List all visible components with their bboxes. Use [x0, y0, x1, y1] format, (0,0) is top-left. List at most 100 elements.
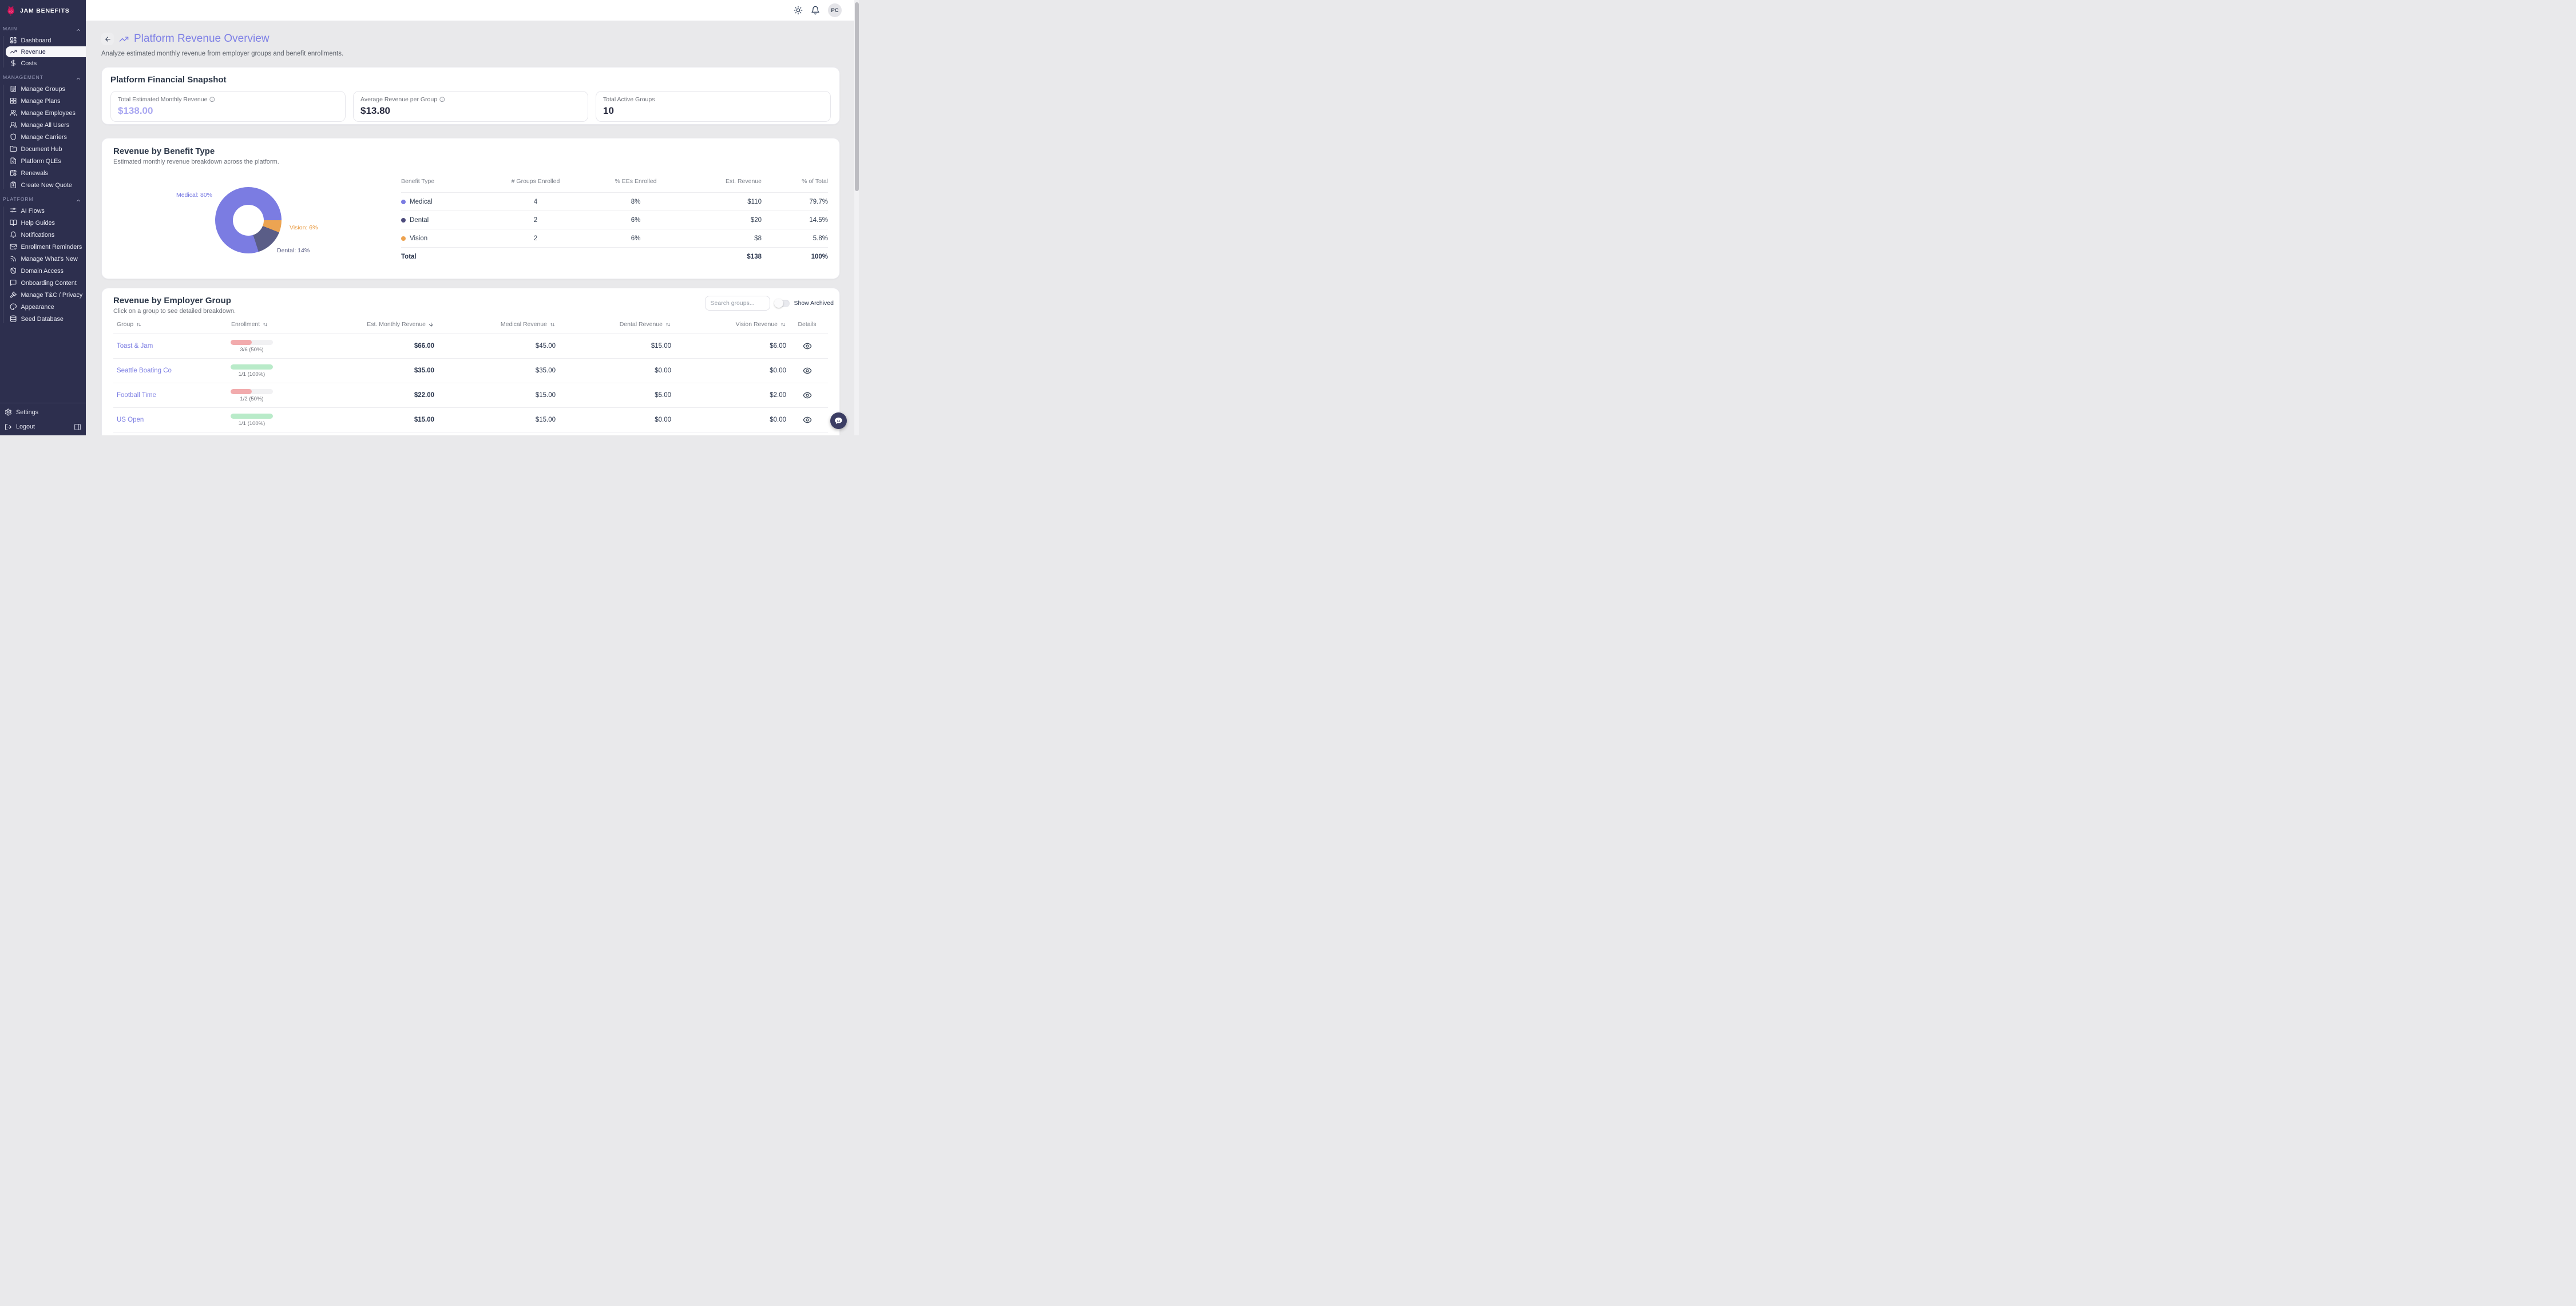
donut-label-dental: Dental: 14%	[277, 247, 310, 254]
sort-both-icon[interactable]	[136, 321, 142, 328]
sidebar-item-domain-access[interactable]: Domain Access	[0, 265, 86, 277]
sidebar-section-header[interactable]: MAIN	[0, 25, 86, 33]
sidebar-item-manage-groups[interactable]: Manage Groups	[0, 83, 86, 95]
building-icon	[10, 85, 17, 93]
rss-icon	[10, 255, 17, 263]
sidebar-item-help-guides[interactable]: Help Guides	[0, 217, 86, 229]
group-header-4[interactable]: Medical Revenue	[434, 321, 556, 328]
snapshot-title: Platform Financial Snapshot	[110, 75, 227, 85]
sidebar-item-manage-employees[interactable]: Manage Employees	[0, 107, 86, 119]
est-monthly-revenue-cell: $35.00	[414, 367, 434, 374]
est-revenue-cell: $110	[747, 198, 762, 205]
enrollment-text: 1/2 (50%)	[240, 395, 264, 402]
donut-label-medical: Medical: 80%	[176, 192, 212, 199]
sidebar-item-settings[interactable]: Settings	[0, 406, 86, 418]
avatar[interactable]: PC	[828, 3, 842, 17]
revenue-by-group-card: Revenue by Employer Group Click on a gro…	[101, 288, 840, 435]
show-archived-label: Show Archived	[794, 300, 834, 307]
sidebar-section-label: PLATFORM	[3, 196, 34, 202]
sidebar-item-manage-plans[interactable]: Manage Plans	[0, 95, 86, 107]
sidebar-item-onboarding-content[interactable]: Onboarding Content	[0, 277, 86, 289]
group-name-link[interactable]: Seattle Boating Co	[117, 367, 172, 374]
sidebar-item-manage-t-c-privacy[interactable]: Manage T&C / Privacy	[0, 289, 86, 301]
sidebar-item-seed-database[interactable]: Seed Database	[0, 313, 86, 325]
sidebar-item-manage-carriers[interactable]: Manage Carriers	[0, 131, 86, 143]
group-header-1[interactable]: Group	[113, 321, 225, 328]
sidebar-item-label: Manage Carriers	[21, 133, 67, 141]
groups-enrolled-cell: 2	[533, 216, 538, 224]
benefit-type-name: Medical	[410, 198, 433, 205]
group-header-6[interactable]: Vision Revenue	[671, 321, 786, 328]
eye-icon[interactable]	[803, 391, 812, 400]
stat-card-2: Total Active Groups 10	[596, 91, 831, 122]
book-open-icon	[10, 219, 17, 227]
sidebar-item-renewals[interactable]: Renewals	[0, 167, 86, 179]
info-icon[interactable]	[209, 97, 215, 102]
groups-enrolled-cell: 4	[533, 198, 538, 205]
benefit-header-3: % EEs Enrolled	[615, 178, 657, 185]
group-controls: Show Archived	[704, 296, 834, 311]
enrollment-bar-track	[231, 388, 273, 394]
stat-label: Total Estimated Monthly Revenue	[118, 96, 338, 103]
group-name-link[interactable]: US Open	[117, 416, 144, 423]
sort-both-icon[interactable]	[780, 321, 786, 328]
sidebar-item-create-new-quote[interactable]: Create New Quote	[0, 179, 86, 191]
notifications-bell-icon[interactable]	[811, 6, 820, 15]
sidebar-item-revenue[interactable]: Revenue	[6, 46, 86, 57]
group-header-label: Details	[798, 321, 817, 328]
sidebar-item-costs[interactable]: Costs	[0, 57, 86, 69]
collapse-sidebar-icon[interactable]	[74, 423, 81, 431]
trending-up-icon	[10, 48, 17, 55]
group-row-us-open[interactable]: US Open 1/1 (100%) $15.00 $15.00 $0.00 $0.00	[113, 408, 828, 432]
scrollbar-thumb[interactable]	[854, 2, 859, 191]
legend-dot	[401, 236, 406, 241]
back-button[interactable]	[101, 33, 114, 45]
users-round-icon	[10, 121, 17, 129]
eye-icon[interactable]	[803, 342, 812, 351]
details-cell	[786, 366, 828, 375]
group-row-football-time[interactable]: Football Time 1/2 (50%) $22.00 $15.00 $5.00 $…	[113, 383, 828, 408]
search-input[interactable]	[704, 296, 770, 311]
sidebar-item-label: Manage Plans	[21, 97, 61, 105]
theme-toggle-sun-icon[interactable]	[794, 6, 803, 15]
chat-fab-button[interactable]	[830, 412, 847, 429]
sort-both-icon[interactable]	[262, 321, 268, 328]
sidebar-item-dashboard[interactable]: Dashboard	[0, 34, 86, 46]
sidebar-item-manage-what-s-new[interactable]: Manage What's New	[0, 253, 86, 265]
sidebar-item-label: Manage All Users	[21, 121, 70, 129]
sidebar-section: MAIN Dashboard Revenue Costs	[0, 25, 86, 69]
sidebar-item-document-hub[interactable]: Document Hub	[0, 143, 86, 155]
sidebar-item-enrollment-reminders[interactable]: Enrollment Reminders	[0, 241, 86, 253]
info-icon[interactable]	[439, 97, 445, 102]
sidebar-item-notifications[interactable]: Notifications	[0, 229, 86, 241]
group-header-label: Group	[117, 321, 134, 328]
sidebar-section-header[interactable]: PLATFORM	[0, 195, 86, 203]
sidebar-item-platform-qles[interactable]: Platform QLEs	[0, 155, 86, 167]
group-name-link[interactable]: Toast & Jam	[117, 343, 153, 350]
group-name-link[interactable]: Football Time	[117, 392, 157, 399]
total-cell-4: $138	[747, 253, 762, 260]
show-archived-toggle[interactable]	[774, 299, 790, 308]
sort-both-icon[interactable]	[549, 321, 556, 328]
logout-button[interactable]: Logout	[5, 423, 35, 431]
group-row-seattle-boating-co[interactable]: Seattle Boating Co 1/1 (100%) $35.00 $35.00…	[113, 359, 828, 383]
sidebar-nav: MAIN Dashboard Revenue Costs MANAGEMENT Manag…	[0, 21, 86, 399]
medical-revenue-cell: $45.00	[535, 343, 556, 350]
sidebar-section-header[interactable]: MANAGEMENT	[0, 73, 86, 81]
sort-both-icon[interactable]	[665, 321, 671, 328]
enrollment-bar-fill	[231, 339, 252, 345]
groups-enrolled-cell: 2	[533, 235, 538, 242]
group-header-3[interactable]: Est. Monthly Revenue	[346, 321, 434, 328]
sidebar-item-ai-flows[interactable]: AI Flows	[0, 205, 86, 217]
sidebar-item-manage-all-users[interactable]: Manage All Users	[0, 119, 86, 131]
eye-icon[interactable]	[803, 415, 812, 424]
enrollment-bar-track	[231, 364, 273, 370]
group-header-2[interactable]: Enrollment	[225, 321, 346, 328]
group-row-toast-jam[interactable]: Toast & Jam 3/6 (50%) $66.00 $45.00 $15.00 $6…	[113, 334, 828, 359]
sort-desc-icon[interactable]	[428, 321, 434, 328]
eye-icon[interactable]	[803, 366, 812, 375]
group-header-5[interactable]: Dental Revenue	[556, 321, 671, 328]
dental-revenue-cell: $0.00	[655, 416, 671, 423]
medical-revenue-cell: $35.00	[535, 367, 556, 374]
sidebar-item-appearance[interactable]: Appearance	[0, 301, 86, 313]
